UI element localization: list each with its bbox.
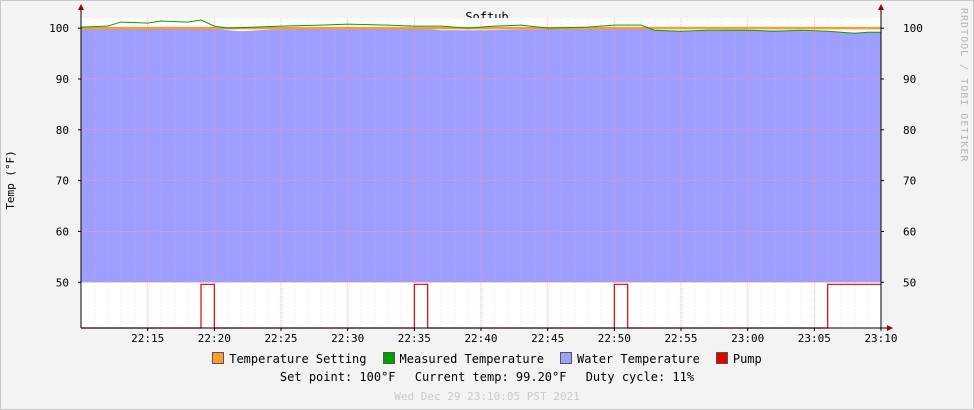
y-axis-arrow-left xyxy=(78,4,84,10)
y-tick-label-left: 100 xyxy=(49,22,69,35)
x-tick-label: 23:05 xyxy=(798,332,831,345)
set-point-text: Set point: 100°F xyxy=(279,370,396,384)
legend-label: Pump xyxy=(732,352,762,366)
watermark: RRDTOOL / TOBI OETIKER xyxy=(958,8,969,163)
current-temp-text: Current temp: 99.20°F xyxy=(414,370,567,384)
y-tick-label-right: 70 xyxy=(903,175,916,188)
summary-line: Set point: 100°F Current temp: 99.20°F D… xyxy=(0,370,974,384)
x-tick-label: 23:00 xyxy=(731,332,764,345)
x-tick-label: 22:50 xyxy=(598,332,631,345)
legend-item: Measured Temperature xyxy=(382,352,545,366)
y-tick-label-left: 60 xyxy=(56,225,69,238)
legend-item: Water Temperature xyxy=(560,352,700,366)
x-tick-label: 22:25 xyxy=(264,332,297,345)
y-tick-label-right: 50 xyxy=(903,276,916,289)
legend-item: Pump xyxy=(715,352,762,366)
y-tick-label-left: 80 xyxy=(56,124,69,137)
y-tick-label-right: 80 xyxy=(903,124,916,137)
footer-timestamp: Wed Dec 29 23:10:05 PST 2021 xyxy=(394,390,580,403)
x-tick-label: 22:35 xyxy=(398,332,431,345)
x-tick-label: 22:45 xyxy=(531,332,564,345)
y-tick-label-left: 70 xyxy=(56,175,69,188)
duty-cycle-text: Duty cycle: 11% xyxy=(585,370,695,384)
x-tick-label: 22:55 xyxy=(664,332,697,345)
plot-area: 50 50 60 60 70 70 80 80 90 90 100 100 22:15 22:20 22:2… xyxy=(49,4,923,345)
legend-swatch xyxy=(212,352,225,364)
y-axis-arrow-right xyxy=(878,4,884,10)
y-tick-label-left: 90 xyxy=(56,73,69,86)
legend-item: Temperature Setting xyxy=(212,352,367,366)
y-tick-label-right: 100 xyxy=(903,22,923,35)
legend-label: Measured Temperature xyxy=(399,352,545,366)
legend: Temperature Setting Measured Temperature W… xyxy=(0,352,974,366)
legend-label: Water Temperature xyxy=(577,352,700,366)
measured-temperature-line xyxy=(80,19,881,34)
legend-swatch xyxy=(560,352,573,364)
x-tick-label: 23:10 xyxy=(864,332,897,345)
legend-label: Temperature Setting xyxy=(229,352,367,366)
y-tick-label-right: 60 xyxy=(903,225,916,238)
y-axis-label: Temp (°F) xyxy=(4,150,17,210)
legend-swatch xyxy=(382,352,395,364)
x-axis-arrow xyxy=(887,325,893,331)
y-tick-label-left: 50 xyxy=(56,276,69,289)
legend-swatch xyxy=(715,352,728,364)
x-tick-label: 22:30 xyxy=(331,332,364,345)
y-tick-label-right: 90 xyxy=(903,73,916,86)
x-tick-label: 22:40 xyxy=(464,332,497,345)
x-tick-label: 22:20 xyxy=(198,332,231,345)
x-tick-label: 22:15 xyxy=(131,332,164,345)
